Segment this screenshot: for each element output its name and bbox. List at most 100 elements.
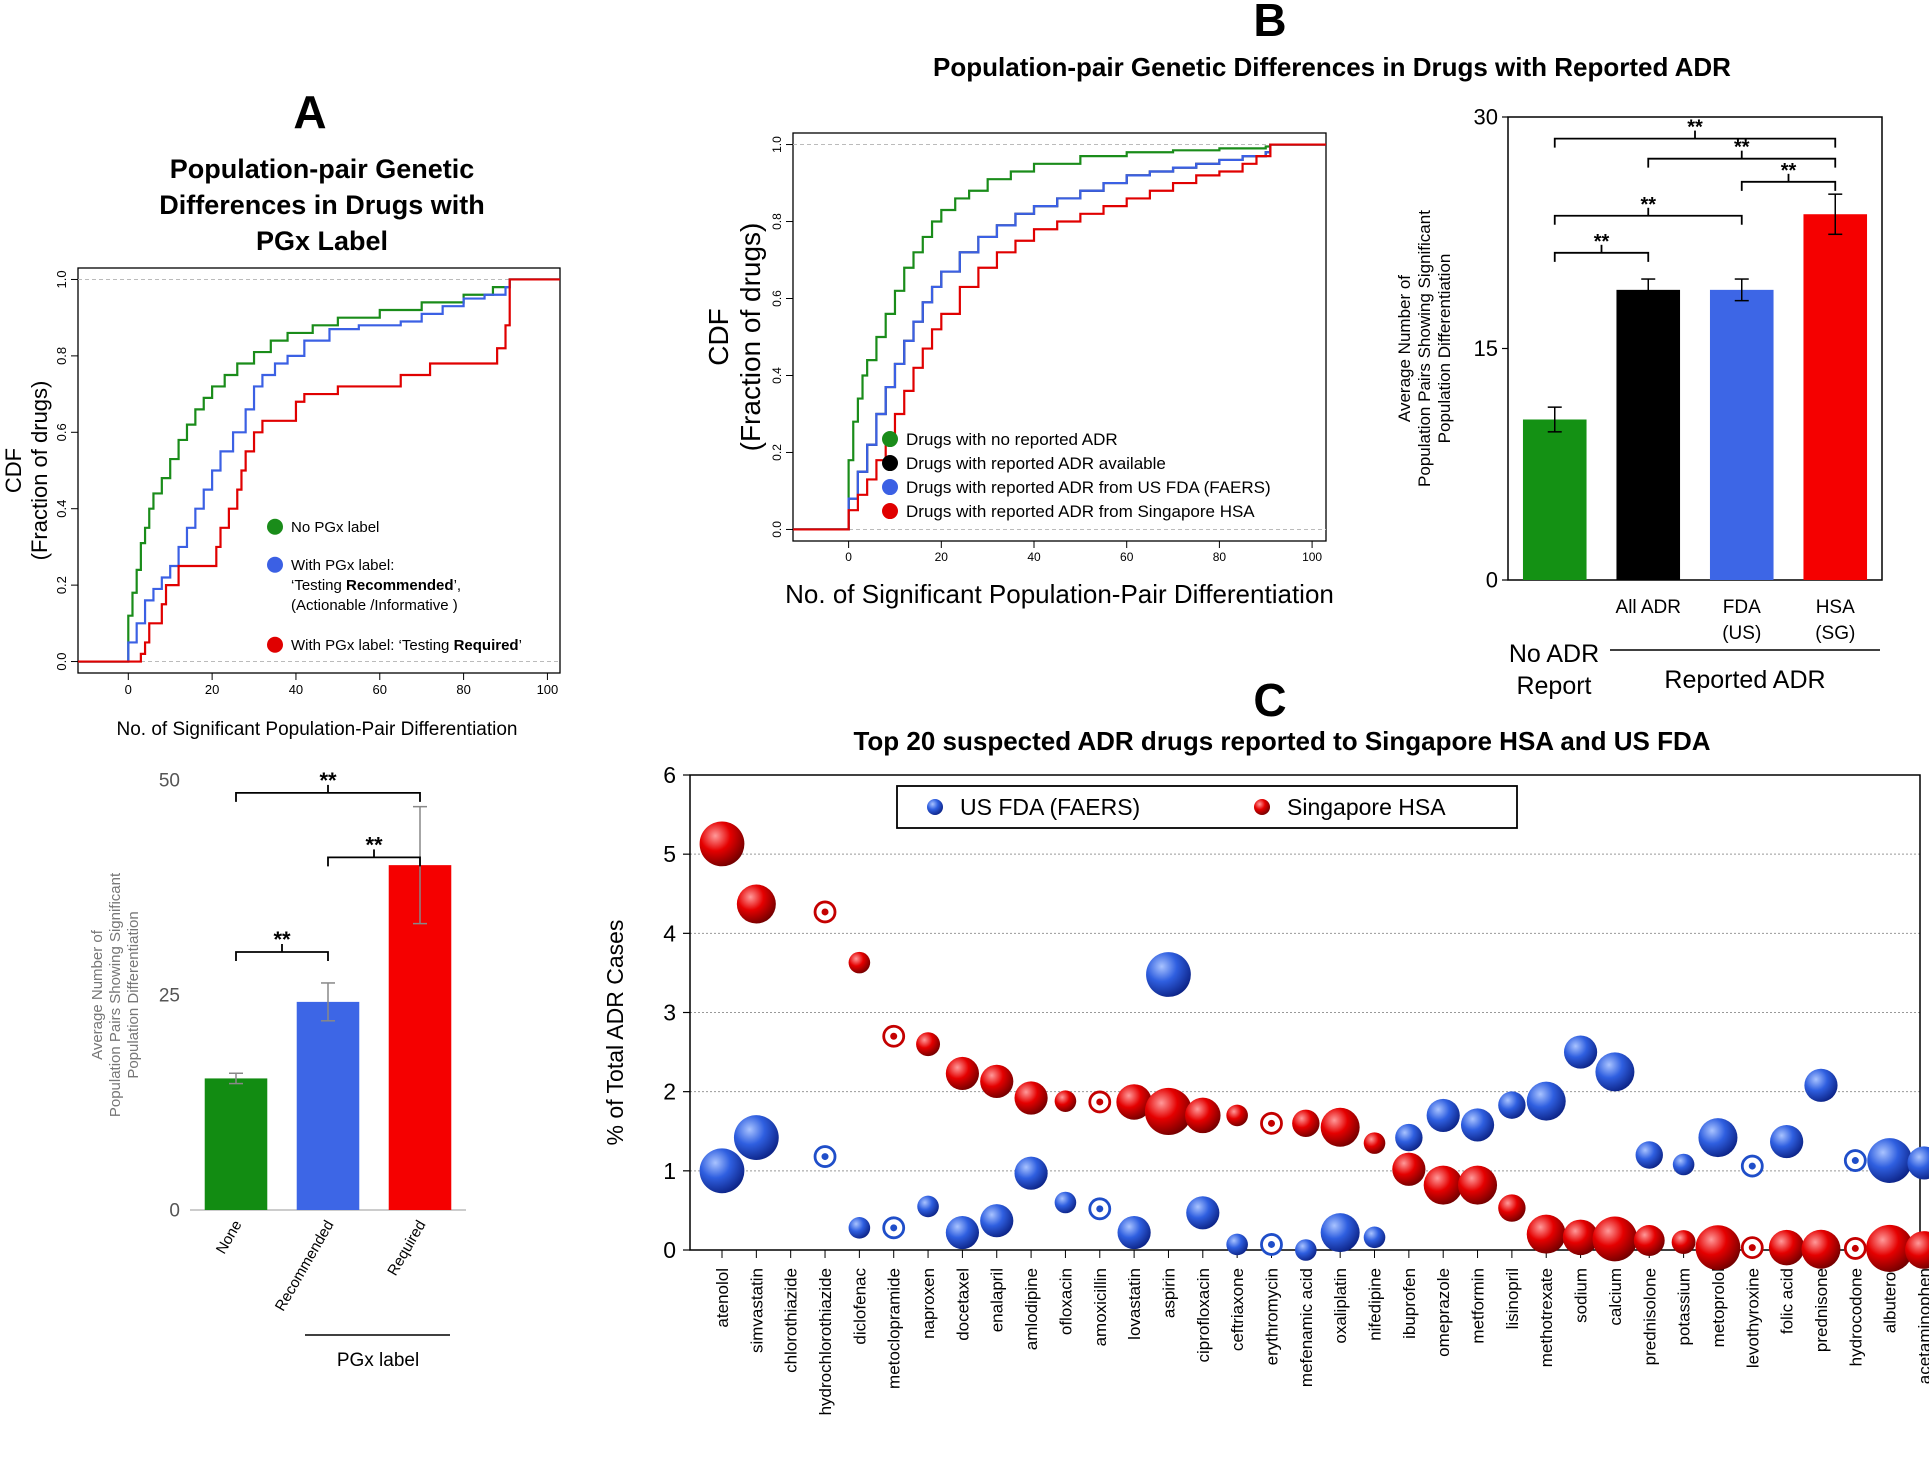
x-tick-label: 80 [456,682,470,697]
x-tick-label: 100 [1302,550,1322,564]
legend-label-part: ‘Testing [291,577,346,594]
fda-bubble [1320,1213,1360,1253]
legend-label-part: ’ [519,637,522,654]
y-axis-label-line: CDF [703,308,734,366]
y-tick-label: 30 [1474,105,1498,130]
hsa-bubble [1363,1132,1386,1154]
fda-bubble [1563,1035,1598,1069]
legend-marker-hsa [1254,799,1270,815]
hsa-ring-center [890,1032,898,1040]
no-adr-label: No ADR [1509,640,1599,668]
y-axis-label-line: Population Differentiation [1435,254,1454,444]
panel-a-title-line-1: Population-pair Genetic [170,154,475,184]
x-tick-label: 60 [1120,550,1134,564]
y-tick-label: 0.8 [54,347,69,365]
bar [1522,419,1587,580]
x-category-label: potassium [1675,1268,1694,1345]
significance-bracket [235,792,421,802]
x-category-label: ofloxacin [1056,1268,1075,1335]
hsa-bubble [1866,1224,1914,1272]
x-category-label: methotrexate [1537,1268,1556,1367]
x-category-label: None [213,1218,246,1258]
fda-ring-center [1851,1157,1859,1165]
legend-marker [267,556,283,573]
legend-label-part: Drugs with reported ADR from Singapore H… [906,502,1255,521]
legend-label-part: Drugs with no reported ADR [906,430,1118,449]
significance-bracket [1553,251,1650,262]
significance-label: ** [273,927,291,952]
y-tick-label: 0.4 [54,500,69,518]
fda-bubble [733,1115,779,1160]
legend-label-part: Recommended [346,577,454,594]
hsa-bubble [1292,1109,1320,1138]
hsa-bubble [1633,1225,1665,1256]
y-tick-label: 0 [663,1237,676,1263]
x-category-label: (SG) [1815,623,1855,644]
x-category-label: oxaliplatin [1331,1268,1350,1344]
legend-label-fda: US FDA (FAERS) [960,794,1140,820]
x-category-label: mefenamic acid [1297,1268,1316,1387]
cdf-series-line-3 [78,278,560,663]
y-tick-label: 0.0 [54,652,69,670]
panel-b-cdf-chart: 0 20 40 60 80 100 0.0 0.2 0.4 0.6 0.8 1.0 No. of Sig… [703,132,1334,609]
x-axis-label: No. of Significant Population-Pair Diffe… [785,579,1334,609]
x-category-label: erythromycin [1262,1268,1281,1365]
x-category-label: Required [384,1218,429,1279]
x-category-label: albuterol [1881,1268,1900,1333]
significance-label: ** [365,832,383,857]
significance-bracket [1740,180,1837,191]
legend-label-line: ‘Testing Recommended’, [291,577,461,594]
panel-c-bubble-chart: 0 1 2 3 4 5 6 % of Total ADR Cases atenolol simva… [602,762,1929,1415]
legend-marker [882,455,898,472]
significance-bracket [1553,214,1743,225]
x-category-label: hydrocodone [1846,1268,1865,1366]
y-tick-label: 0.0 [770,521,784,538]
fda-ring-center [890,1224,898,1232]
legend-label-part: Drugs with reported ADR available [906,454,1166,473]
x-category-label: amoxicillin [1091,1268,1110,1346]
significance-bracket [1647,157,1837,168]
y-tick-label: 3 [663,1000,676,1026]
y-tick-label: 4 [663,920,676,946]
x-category-label: lisinopril [1503,1268,1522,1329]
significance-label: ** [1734,137,1750,159]
legend-label: Drugs with reported ADR from Singapore H… [906,502,1255,521]
hsa-bubble [1392,1152,1426,1186]
x-category-label: atenolol [713,1268,732,1328]
bar [296,1001,360,1210]
x-tick-label: 20 [935,550,949,564]
x-category-label: All ADR [1616,597,1681,618]
y-tick-label: 6 [663,762,676,788]
x-tick-label: 0 [125,682,132,697]
fda-bubble [1014,1156,1048,1190]
fda-bubble [1867,1138,1913,1183]
y-tick-label: 1 [663,1158,676,1184]
fda-bubble [1460,1108,1495,1142]
y-tick-label: 0 [1486,568,1498,593]
fda-bubble [1526,1081,1566,1121]
y-tick-label: 0.2 [770,444,784,461]
legend-label-part: (Actionable /Informative ) [291,597,458,614]
hsa-ring-center [1267,1119,1275,1127]
hsa-ring-center [1851,1244,1859,1252]
x-category-label: ibuprofen [1400,1268,1419,1339]
x-category-label: metoclopramide [885,1268,904,1389]
hsa-bubble [1526,1214,1566,1254]
hsa-bubble [1116,1084,1152,1120]
hsa-bubble [1226,1104,1248,1127]
x-tick-label: 0 [845,550,852,564]
fda-bubble [1226,1233,1248,1256]
legend-label: With PGx label: [291,557,394,574]
x-category-label: Recommended [272,1218,338,1315]
legend-box [896,785,1518,829]
plot-frame [792,132,1327,542]
legend-marker [882,431,898,448]
hsa-bubble [980,1064,1014,1098]
panel-a-title-line-3: PGx Label [256,226,388,256]
significance-label: ** [1594,231,1610,253]
hsa-bubble [916,1032,941,1057]
x-category-label: chlorothiazide [782,1268,801,1373]
hsa-bubble [1671,1230,1696,1255]
x-category-label: acetaminophen [1915,1268,1929,1384]
